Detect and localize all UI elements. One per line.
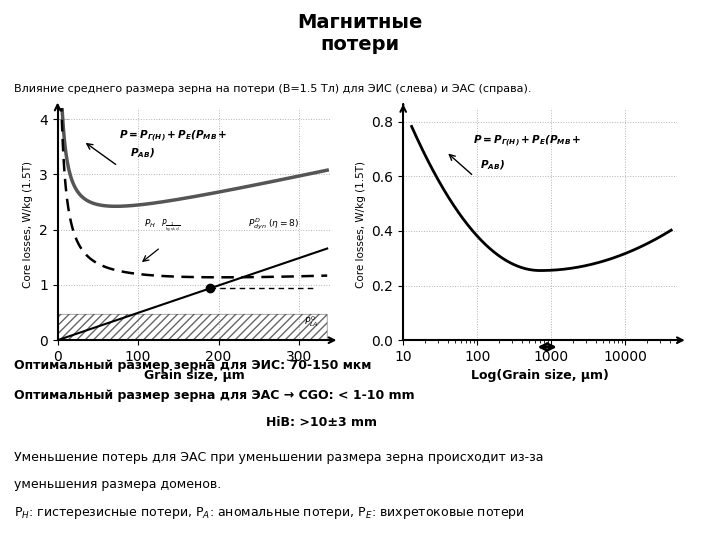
X-axis label: Log(Grain size, μm): Log(Grain size, μm) <box>471 369 609 382</box>
Text: Магнитные
потери: Магнитные потери <box>297 14 423 55</box>
Text: $P^0_{LA}$: $P^0_{LA}$ <box>304 314 319 329</box>
Text: Влияние среднего размера зерна на потери (B=1.5 Тл) для ЭИС (слева) и ЭАС (справ: Влияние среднего размера зерна на потери… <box>14 84 532 94</box>
Y-axis label: Core losses, W/kg (1.5T): Core losses, W/kg (1.5T) <box>356 160 366 288</box>
Text: Оптимальный размер зерна для ЭИС: 70-150 мкм: Оптимальный размер зерна для ЭИС: 70-150… <box>14 359 372 372</box>
Text: HiB: >10±3 mm: HiB: >10±3 mm <box>266 416 377 429</box>
Text: $\bfit{P_{AB})}$: $\bfit{P_{AB})}$ <box>480 158 505 172</box>
Text: P$_H$: гистерезисные потери, P$_A$: аномальные потери, P$_E$: вихретоковые потер: P$_H$: гистерезисные потери, P$_A$: аном… <box>14 504 525 521</box>
Y-axis label: Core losses, W/kg (1.5T): Core losses, W/kg (1.5T) <box>24 160 33 288</box>
Text: $P_{\frac{1}{hyst,cl}}$: $P_{\frac{1}{hyst,cl}}$ <box>161 218 180 234</box>
Text: Уменьшение потерь для ЭАС при уменьшении размера зерна происходит из-за: Уменьшение потерь для ЭАС при уменьшении… <box>14 451 544 464</box>
Text: $\bfit{P_{AB})}$: $\bfit{P_{AB})}$ <box>130 147 155 160</box>
Text: $P_H$: $P_H$ <box>144 218 156 231</box>
Text: Оптимальный размер зерна для ЭАС → CGO: < 1-10 mm: Оптимальный размер зерна для ЭАС → CGO: … <box>14 389 415 402</box>
Text: $P^D_{dyn}$ $(\eta{=}8)$: $P^D_{dyn}$ $(\eta{=}8)$ <box>248 217 300 232</box>
Text: уменьшения размера доменов.: уменьшения размера доменов. <box>14 478 222 491</box>
Text: $\bfit{P = P_{\Gamma(H)} + P_E(P_{MB} +}$: $\bfit{P = P_{\Gamma(H)} + P_E(P_{MB} +}… <box>119 129 228 144</box>
Text: $\bfit{P = P_{\Gamma(H)} + P_E(P_{MB} +}$: $\bfit{P = P_{\Gamma(H)} + P_E(P_{MB} +}… <box>473 133 582 149</box>
X-axis label: Grain size, μm: Grain size, μm <box>144 369 245 382</box>
